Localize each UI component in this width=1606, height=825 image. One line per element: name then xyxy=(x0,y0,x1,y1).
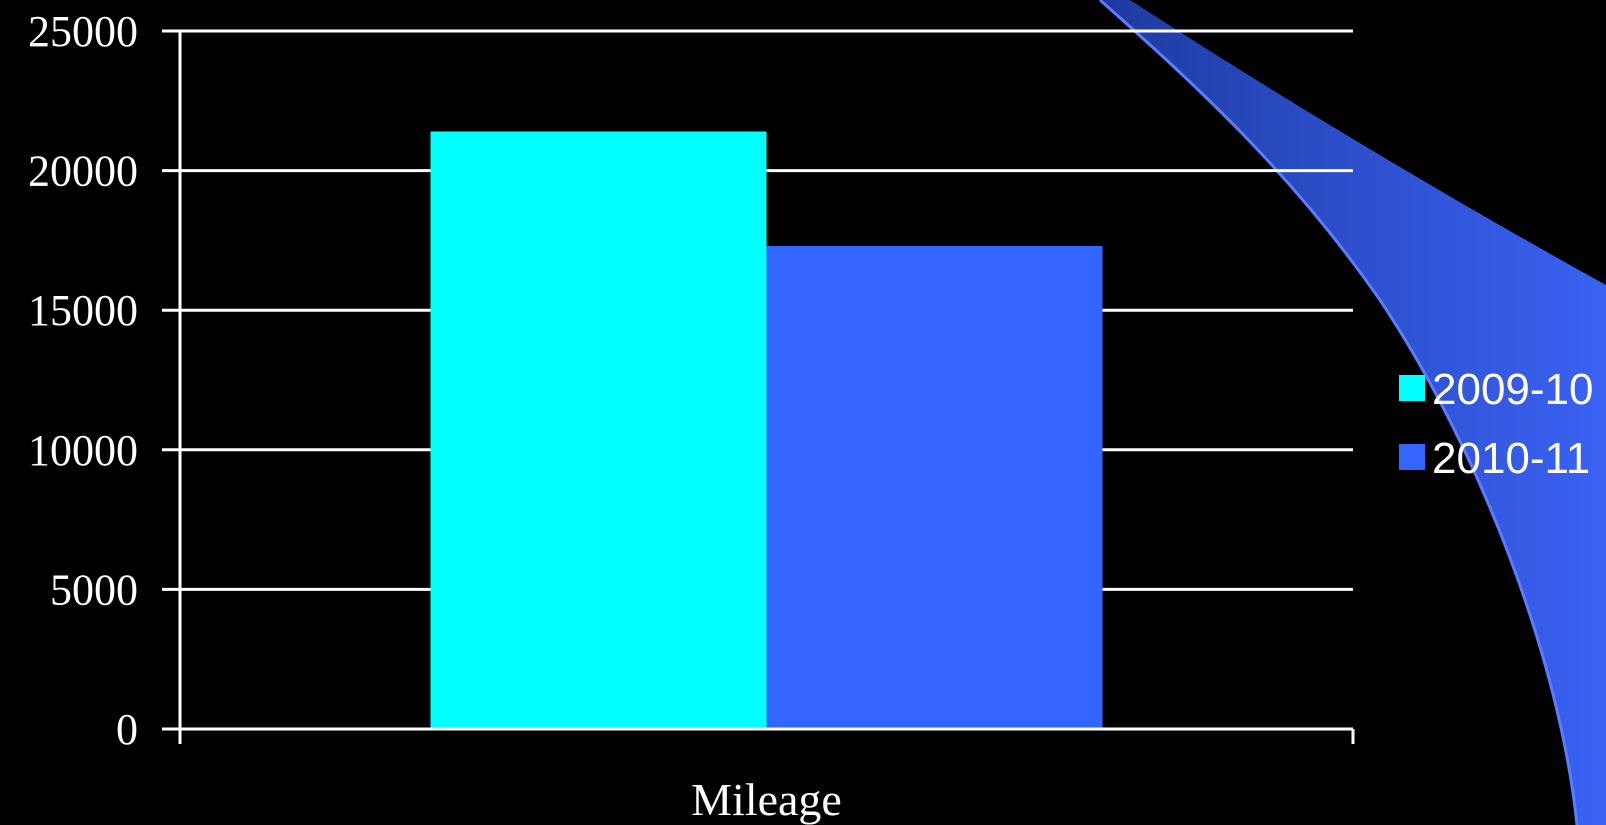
legend-swatch xyxy=(1399,444,1425,470)
legend: 2009-10 2010-11 xyxy=(1399,365,1593,483)
decorative-swoosh xyxy=(1099,0,1606,825)
bars xyxy=(430,131,1103,730)
y-tick-label: 0 xyxy=(116,705,138,754)
bar-2009-10 xyxy=(430,131,767,730)
y-tick-label: 5000 xyxy=(50,565,138,614)
bar-2010-11 xyxy=(766,245,1103,729)
y-axis-ticks: 0 5000 10000 15000 20000 25000 xyxy=(28,7,180,754)
axes xyxy=(178,31,1355,744)
x-axis-categories: Mileage xyxy=(691,774,842,825)
y-tick-label: 10000 xyxy=(28,426,138,475)
y-tick-label: 15000 xyxy=(28,286,138,335)
swoosh-edge xyxy=(1099,0,1579,825)
legend-label: 2010-11 xyxy=(1432,434,1590,483)
x-category-label: Mileage xyxy=(691,774,842,825)
legend-label: 2009-10 xyxy=(1432,365,1593,414)
legend-swatch xyxy=(1399,375,1425,401)
y-tick-label: 20000 xyxy=(28,147,138,196)
swoosh-shape xyxy=(1100,0,1606,825)
y-tick-label: 25000 xyxy=(28,7,138,56)
